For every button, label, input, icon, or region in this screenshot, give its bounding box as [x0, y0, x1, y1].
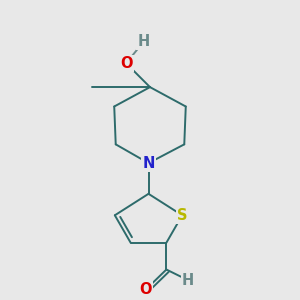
Text: S: S [177, 208, 188, 223]
Text: O: O [139, 282, 152, 297]
Text: H: H [182, 273, 194, 288]
Text: H: H [137, 34, 150, 49]
Text: O: O [120, 56, 132, 71]
Text: N: N [142, 156, 155, 171]
